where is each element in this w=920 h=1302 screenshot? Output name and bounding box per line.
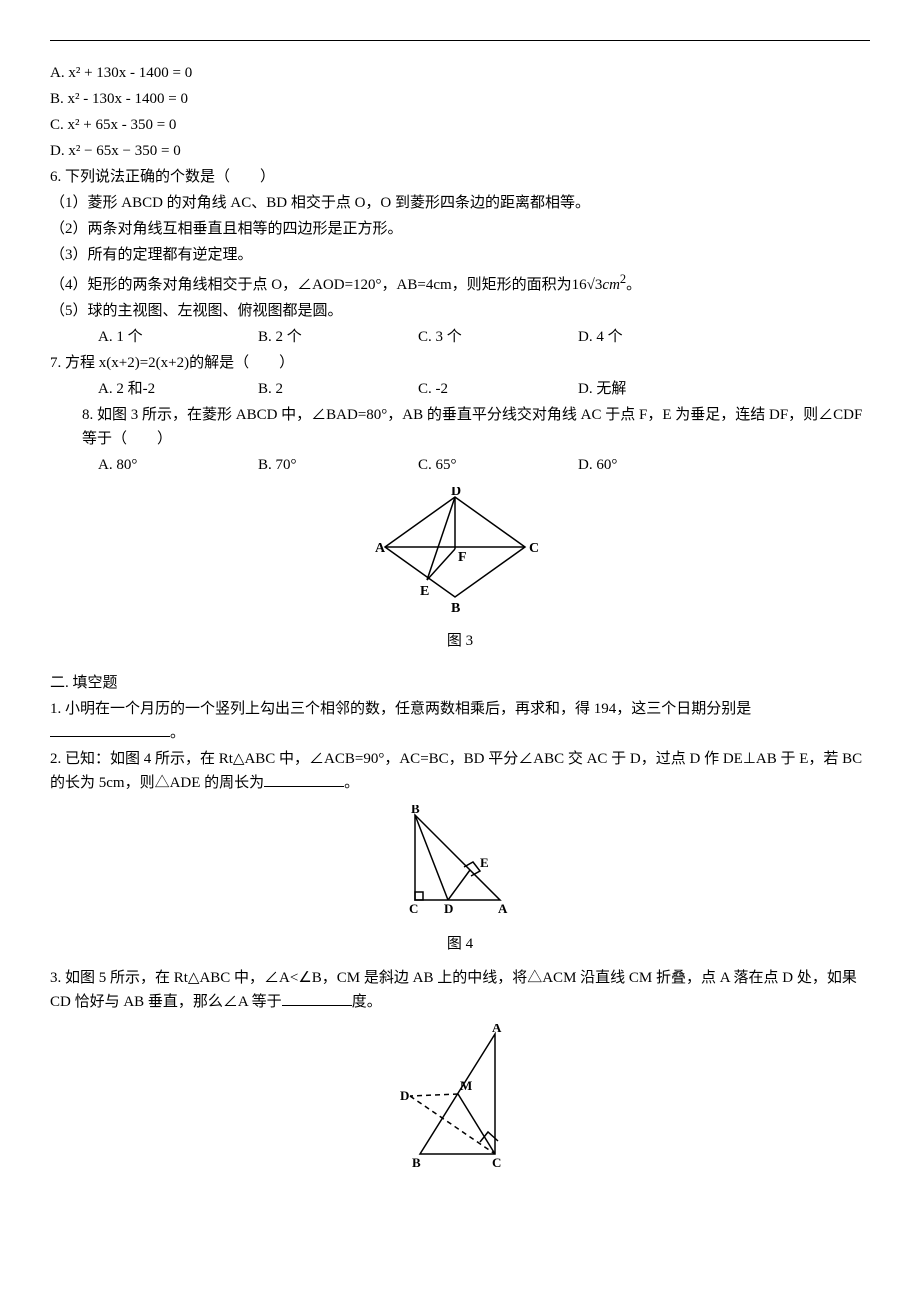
q7-option-d: D. 无解 xyxy=(578,377,626,401)
q5-option-c: C. x² + 65x - 350 = 0 xyxy=(50,113,870,137)
fig3-label-e: E xyxy=(420,584,429,599)
section-2-title: 二. 填空题 xyxy=(50,671,870,695)
q6-statement-4: （4）矩形的两条对角线相交于点 O，∠AOD=120°，AB=4cm，则矩形的面… xyxy=(50,269,870,297)
figure-3: A B C D E F 图 3 xyxy=(50,487,870,653)
q7-option-b: B. 2 xyxy=(258,377,418,401)
fill-1-post: 。 xyxy=(170,725,185,741)
fill-2-blank[interactable] xyxy=(264,771,344,787)
q6-stem: 6. 下列说法正确的个数是（ ） xyxy=(50,165,870,189)
q7-options: A. 2 和-2 B. 2 C. -2 D. 无解 xyxy=(98,377,870,401)
q6-option-d: D. 4 个 xyxy=(578,325,623,349)
fig4-label-d: D xyxy=(444,901,453,916)
q6-options: A. 1 个 B. 2 个 C. 3 个 D. 4 个 xyxy=(98,325,870,349)
fig5-label-b: B xyxy=(412,1155,421,1170)
fill-1: 1. 小明在一个月历的一个竖列上勾出三个相邻的数，任意两数相乘后，再求和，得 1… xyxy=(50,697,870,745)
q6-statement-3: （3）所有的定理都有逆定理。 xyxy=(50,243,870,267)
q6-option-c: C. 3 个 xyxy=(418,325,578,349)
fig3-label-c: C xyxy=(529,541,539,556)
fig4-label-e: E xyxy=(480,855,489,870)
fill-2: 2. 已知：如图 4 所示，在 Rt△ABC 中，∠ACB=90°，AC=BC，… xyxy=(50,747,870,795)
q8-option-d: D. 60° xyxy=(578,453,617,477)
fig4-label-a: A xyxy=(498,901,508,916)
fig4-label-c: C xyxy=(409,901,418,916)
figure-3-svg: A B C D E F xyxy=(375,487,545,617)
fig3-label-b: B xyxy=(451,601,460,616)
q6-statement-1: （1）菱形 ABCD 的对角线 AC、BD 相交于点 O，O 到菱形四条边的距离… xyxy=(50,191,870,215)
figure-4-svg: B C A D E xyxy=(400,805,520,920)
fig5-label-a: A xyxy=(492,1024,502,1035)
q5-option-b: B. x² - 130x - 1400 = 0 xyxy=(50,87,870,111)
fill-3-pre: 3. 如图 5 所示，在 Rt△ABC 中，∠A<∠B，CM 是斜边 AB 上的… xyxy=(50,970,857,1010)
fig5-label-c: C xyxy=(492,1155,501,1170)
q6-s4-post: 。 xyxy=(626,277,641,293)
q7-stem: 7. 方程 x(x+2)=2(x+2)的解是（ ） xyxy=(50,351,870,375)
q6-s4-pre: （4）矩形的两条对角线相交于点 O，∠AOD=120°，AB=4cm，则矩形的面… xyxy=(50,277,572,293)
q8-option-c: C. 65° xyxy=(418,453,578,477)
fill-3-blank[interactable] xyxy=(282,990,352,1006)
fill-2-post: 。 xyxy=(344,775,359,791)
q6-statement-2: （2）两条对角线互相垂直且相等的四边形是正方形。 xyxy=(50,217,870,241)
fill-1-pre: 1. 小明在一个月历的一个竖列上勾出三个相邻的数，任意两数相乘后，再求和，得 1… xyxy=(50,701,751,717)
q6-s4-math: 16√3cm2 xyxy=(572,277,626,293)
figure-4-caption: 图 4 xyxy=(50,932,870,956)
q8-option-b: B. 70° xyxy=(258,453,418,477)
fill-3: 3. 如图 5 所示，在 Rt△ABC 中，∠A<∠B，CM 是斜边 AB 上的… xyxy=(50,966,870,1014)
fig5-label-d: D xyxy=(400,1088,409,1103)
q7-option-c: C. -2 xyxy=(418,377,578,401)
q5-option-a: A. x² + 130x - 1400 = 0 xyxy=(50,61,870,85)
figure-3-caption: 图 3 xyxy=(50,629,870,653)
fig5-label-m: M xyxy=(460,1078,472,1093)
fill-1-blank[interactable] xyxy=(50,721,170,737)
q6-option-a: A. 1 个 xyxy=(98,325,258,349)
fig3-label-a: A xyxy=(375,541,386,556)
fig3-label-f: F xyxy=(458,550,467,565)
fill-2-pre: 2. 已知：如图 4 所示，在 Rt△ABC 中，∠ACB=90°，AC=BC，… xyxy=(50,751,862,791)
q5-option-d: D. x² − 65x − 350 = 0 xyxy=(50,139,870,163)
q6-statement-5: （5）球的主视图、左视图、俯视图都是圆。 xyxy=(50,299,870,323)
fill-3-post: 度。 xyxy=(352,994,382,1010)
fig4-label-b: B xyxy=(411,805,420,816)
fig3-label-d: D xyxy=(451,487,461,499)
q8-stem: 8. 如图 3 所示，在菱形 ABCD 中，∠BAD=80°，AB 的垂直平分线… xyxy=(82,403,870,451)
q7-option-a: A. 2 和-2 xyxy=(98,377,258,401)
q8-option-a: A. 80° xyxy=(98,453,258,477)
figure-4: B C A D E 图 4 xyxy=(50,805,870,956)
q8-options: A. 80° B. 70° C. 65° D. 60° xyxy=(98,453,870,477)
page-rule xyxy=(50,40,870,41)
figure-5: A B C D M xyxy=(50,1024,870,1182)
q6-option-b: B. 2 个 xyxy=(258,325,418,349)
figure-5-svg: A B C D M xyxy=(400,1024,520,1174)
